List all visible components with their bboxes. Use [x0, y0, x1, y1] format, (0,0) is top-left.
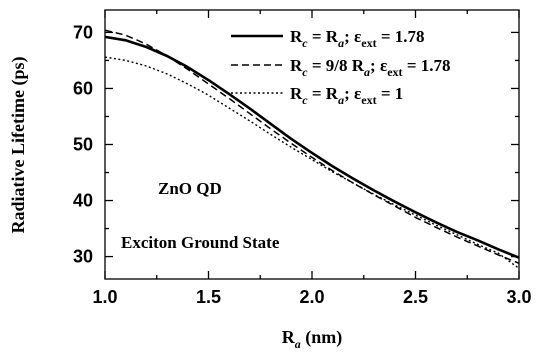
legend-subscript: ext [361, 93, 376, 107]
legend-text-part: R [290, 27, 303, 46]
x-tick-label: 2.5 [403, 287, 428, 307]
series-lines [104, 29, 520, 269]
x-axis-title-sub: a [295, 337, 301, 351]
legend-label-2: Rc = 9/8 Ra; εext = 1.78 [290, 56, 451, 79]
y-tick-label: 50 [73, 135, 93, 155]
legend-text-part: R [290, 84, 303, 103]
legend-text-part: ; ε [344, 84, 361, 103]
y-tick-label: 30 [73, 247, 93, 267]
legend-subscript: a [364, 65, 370, 79]
y-tick-label: 60 [73, 78, 93, 98]
series-line-2 [104, 29, 520, 264]
axis-ticks [104, 10, 520, 279]
series-line-3 [104, 56, 520, 269]
legend-text-part: = R [308, 84, 339, 103]
series-line-1 [104, 35, 520, 259]
legend-text-part: = 1 [377, 84, 404, 103]
x-axis-title: Ra (nm) [282, 327, 343, 351]
x-tick-label: 2.0 [299, 287, 324, 307]
y-tick-label: 70 [73, 22, 93, 42]
legend-text-part: = 1.78 [403, 56, 451, 75]
legend-subscript: c [302, 36, 308, 50]
y-tick-label: 40 [73, 191, 93, 211]
legend-text-part: = 1.78 [377, 27, 425, 46]
legend-label-3: Rc = Ra; εext = 1 [290, 84, 403, 107]
y-axis-title: Radiative Lifetime (ps) [8, 57, 29, 234]
tick-labels: 1.0 1.5 2.0 2.5 3.0 30 40 50 60 70 [73, 22, 532, 307]
legend-text-part: ; ε [370, 56, 387, 75]
x-tick-label: 1.5 [196, 287, 221, 307]
legend-subscript: ext [387, 65, 402, 79]
legend-subscript: a [338, 93, 344, 107]
annotation-zno-qd: ZnO QD [158, 179, 222, 198]
legend-label-1: Rc = Ra; εext = 1.78 [290, 27, 425, 50]
x-tick-label: 1.0 [92, 287, 117, 307]
annotation-exciton-ground-state: Exciton Ground State [121, 233, 280, 252]
x-axis-title-main: R [282, 327, 296, 347]
x-axis-title-unit: (nm) [301, 327, 343, 348]
legend-text-part: = R [308, 27, 339, 46]
legend-subscript: c [302, 93, 308, 107]
legend-subscript: a [338, 36, 344, 50]
legend-text-part: = 9/8 R [308, 56, 365, 75]
legend-text-part: ; ε [344, 27, 361, 46]
legend-subscript: ext [361, 36, 376, 50]
x-tick-label: 3.0 [506, 287, 531, 307]
legend-text-part: R [290, 56, 303, 75]
legend-subscript: c [302, 65, 308, 79]
